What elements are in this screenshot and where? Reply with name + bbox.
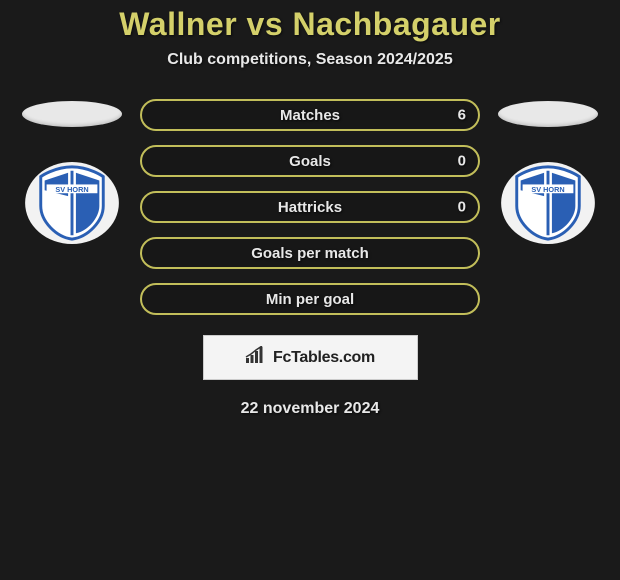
stat-right-value: 6 [458, 107, 466, 124]
stat-row-goals: Goals 0 [140, 145, 480, 177]
stats-column: Matches 6 Goals 0 Hattricks 0 Goals per … [140, 99, 480, 315]
stat-right-value: 0 [458, 153, 466, 170]
stat-right-value: 0 [458, 199, 466, 216]
stat-row-matches: Matches 6 [140, 99, 480, 131]
stat-label: Hattricks [278, 199, 342, 216]
site-attribution[interactable]: FcTables.com [203, 335, 418, 380]
right-flag-ellipse [498, 101, 598, 127]
left-club-badge: SV HORN [23, 161, 121, 245]
stat-row-min-per-goal: Min per goal [140, 283, 480, 315]
right-player-col: SV HORN [488, 99, 608, 245]
page-title: Wallner vs Nachbagauer [119, 6, 501, 43]
svg-text:SV HORN: SV HORN [55, 185, 88, 194]
chart-icon [245, 346, 267, 369]
left-player-col: SV HORN [12, 99, 132, 245]
stat-row-hattricks: Hattricks 0 [140, 191, 480, 223]
date-label: 22 november 2024 [241, 400, 380, 418]
site-label: FcTables.com [273, 349, 375, 367]
main-row: SV HORN Matches 6 Goals 0 Hattricks 0 [0, 99, 620, 315]
left-flag-ellipse [22, 101, 122, 127]
stat-label: Goals [289, 153, 331, 170]
stat-label: Matches [280, 107, 340, 124]
svg-text:SV HORN: SV HORN [531, 185, 564, 194]
subtitle: Club competitions, Season 2024/2025 [167, 51, 452, 69]
right-club-badge: SV HORN [499, 161, 597, 245]
stat-label: Min per goal [266, 291, 354, 308]
stat-label: Goals per match [251, 245, 369, 262]
stat-row-goals-per-match: Goals per match [140, 237, 480, 269]
